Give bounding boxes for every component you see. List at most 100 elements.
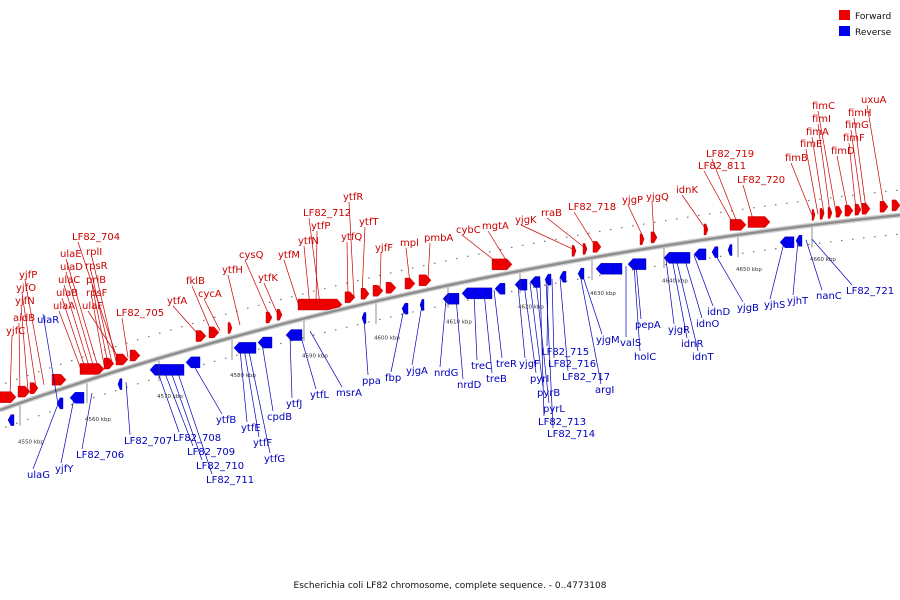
gene-label-cybc: cybC: [456, 225, 481, 236]
label-leader-line: [792, 240, 799, 296]
label-leader-line: [713, 252, 744, 303]
gene-label-yjfo: yjfO: [16, 283, 36, 294]
label-leader-line: [172, 305, 201, 337]
label-leader-line: [61, 297, 87, 371]
label-leader-line: [203, 298, 221, 331]
forward-gene-arrow: [811, 209, 816, 221]
label-leader-line: [299, 333, 317, 390]
label-leader-line: [42, 313, 59, 405]
gene-label-yjhs: yjhS: [764, 300, 785, 311]
gene-label-ulaf: ulaF: [82, 301, 103, 312]
forward-gene-arrow: [265, 311, 273, 324]
label-leader-line: [9, 335, 13, 397]
gene-label-cyca: cycA: [198, 289, 222, 300]
forward-gene-arrow: [103, 357, 115, 370]
gene-label-uxua: uxuA: [861, 95, 887, 106]
gene-label-vals: valS: [620, 338, 641, 349]
gene-label-ytfj: ytfJ: [286, 399, 302, 410]
label-leader-line: [675, 257, 699, 352]
label-leader-line: [379, 252, 382, 291]
gene-label-fimi: fimI: [812, 114, 831, 125]
gene-label-idnd: idnD: [707, 307, 730, 318]
label-leader-line: [681, 194, 707, 230]
gene-label-yjgb: yjgB: [737, 303, 759, 314]
gene-label-ytfm: ytfM: [278, 250, 300, 261]
label-leader-line: [243, 348, 260, 438]
label-leader-line: [529, 282, 544, 388]
forward-gene-arrow: [844, 204, 854, 217]
legend-reverse-label: Reverse: [855, 28, 892, 38]
label-leader-line: [455, 297, 464, 380]
label-leader-line: [790, 162, 813, 216]
gene-label-ytfg: ytfG: [264, 454, 285, 465]
gene-label-nanc: nanC: [816, 291, 842, 302]
label-leader-line: [303, 245, 311, 308]
forward-gene-arrow: [227, 322, 233, 334]
label-leader-line: [866, 104, 885, 207]
gene-label-fimh: fimH: [848, 108, 872, 119]
label-leader-line: [163, 370, 194, 447]
gene-label-ytfn: ytfN: [298, 236, 319, 247]
label-leader-line: [811, 136, 825, 214]
gene-label-aidb: aidB: [13, 313, 35, 324]
kbp-tick-label: 4660 kbp: [810, 257, 836, 263]
gene-label-ytft: ytfT: [359, 217, 379, 228]
label-leader-line: [817, 123, 831, 213]
gene-label-yjff: yjfF: [375, 243, 393, 254]
label-leader-line: [487, 230, 509, 264]
forward-gene-arrow: [0, 391, 17, 403]
gene-label-lf82-719: LF82_719: [706, 149, 754, 160]
reverse-gene-arrow: [663, 252, 691, 264]
reverse-gene-arrow: [149, 364, 185, 376]
reverse-gene-arrow: [7, 414, 15, 426]
label-leader-line: [24, 279, 45, 385]
reverse-gene-arrow: [514, 278, 528, 291]
gene-label-mgta: mgtA: [482, 221, 509, 232]
label-leader-line: [244, 259, 271, 318]
label-leader-line: [473, 293, 478, 361]
forward-gene-arrow: [195, 330, 207, 342]
reverse-gene-arrow: [595, 263, 623, 275]
label-leader-line: [157, 372, 180, 433]
gene-label-yjgq: yjgQ: [646, 192, 669, 203]
label-leader-line: [191, 362, 223, 415]
label-leader-line: [523, 284, 537, 374]
label-leader-line: [671, 258, 688, 339]
label-leader-line: [635, 264, 642, 320]
reverse-gene-arrow: [69, 392, 85, 404]
forward-gene-arrow: [891, 199, 900, 212]
label-leader-line: [850, 129, 863, 210]
label-leader-line: [263, 282, 279, 316]
gene-label-lf82-704: LF82_704: [72, 232, 120, 243]
gene-label-yjfn: yjfN: [15, 296, 35, 307]
label-leader-line: [18, 322, 21, 393]
gene-label-prib: priB: [86, 275, 106, 286]
label-leader-line: [546, 279, 549, 347]
reverse-gene-arrow: [693, 248, 707, 261]
label-leader-line: [20, 305, 29, 391]
label-leader-line: [817, 110, 837, 213]
label-leader-line: [665, 259, 675, 325]
gene-label-idnt: idnT: [692, 352, 714, 363]
reverse-gene-arrow: [117, 378, 123, 390]
gene-label-lf82-714: LF82_714: [547, 429, 595, 440]
label-leader-line: [261, 343, 274, 412]
gene-label-fime: fimE: [800, 139, 822, 150]
forward-gene-arrow: [129, 349, 141, 362]
label-leader-line: [247, 347, 271, 454]
reverse-gene-arrow: [442, 293, 460, 305]
label-leader-line: [545, 279, 554, 429]
label-leader-line: [309, 330, 343, 388]
gene-label-ulab: ulaB: [56, 288, 78, 299]
gene-label-lf82-705: LF82_705: [116, 308, 164, 319]
reverse-gene-arrow: [711, 246, 719, 258]
reverse-gene-arrow: [233, 342, 257, 354]
gene-label-fimd: fimD: [831, 146, 855, 157]
label-leader-line: [520, 224, 577, 251]
gene-label-ytfk: ytfK: [258, 273, 278, 284]
gene-label-trec: treC: [471, 361, 492, 372]
gene-label-nrdg: nrdG: [434, 368, 458, 379]
forward-gene-arrow: [208, 326, 220, 339]
gene-label-lf82-712: LF82_712: [303, 208, 351, 219]
